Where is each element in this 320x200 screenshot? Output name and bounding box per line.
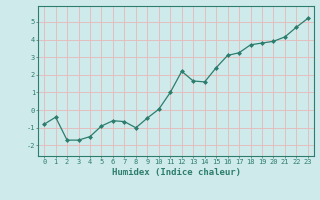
X-axis label: Humidex (Indice chaleur): Humidex (Indice chaleur) <box>111 168 241 177</box>
